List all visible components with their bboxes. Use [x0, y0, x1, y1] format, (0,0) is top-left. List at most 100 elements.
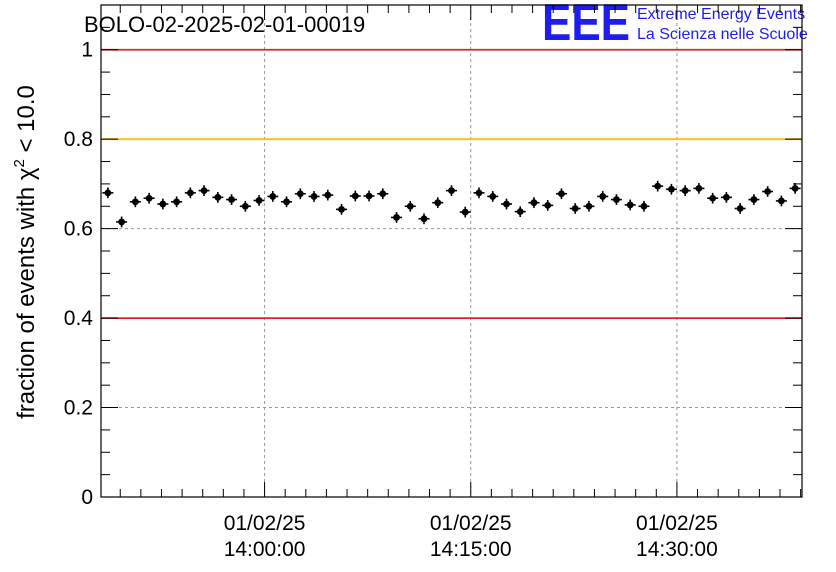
x-tick-label-time: 14:30:00 — [636, 538, 718, 561]
reference-lines — [101, 48, 802, 319]
data-marker — [599, 193, 607, 200]
data-marker — [186, 189, 194, 197]
data-point — [624, 199, 636, 211]
data-marker — [104, 189, 112, 197]
x-tick-label-time: 14:00:00 — [224, 538, 306, 561]
data-marker — [585, 202, 593, 210]
data-marker — [681, 187, 689, 195]
data-marker — [530, 199, 538, 207]
data-point — [693, 183, 705, 194]
data-point — [404, 200, 416, 212]
data-point — [775, 195, 787, 207]
data-point — [528, 197, 540, 209]
data-point — [665, 183, 677, 195]
data-marker — [668, 185, 675, 193]
data-point — [555, 188, 567, 200]
data-point — [638, 200, 650, 212]
data-marker — [200, 187, 208, 195]
data-point — [171, 196, 183, 208]
data-marker — [777, 197, 785, 205]
data-point — [583, 200, 595, 212]
data-marker — [558, 190, 565, 198]
data-point — [226, 194, 238, 205]
data-marker — [351, 192, 359, 200]
data-marker — [241, 202, 249, 210]
data-marker — [379, 190, 387, 198]
data-marker — [709, 194, 717, 202]
data-marker — [255, 197, 263, 204]
data-marker — [324, 191, 332, 199]
data-point — [377, 188, 389, 200]
y-tick-labels: 0 0.2 0.4 0.6 0.8 1 — [64, 39, 94, 509]
x-tick-label-date: 01/02/25 — [224, 512, 306, 535]
data-point — [762, 186, 774, 197]
data-point — [459, 206, 471, 218]
data-marker — [613, 196, 620, 203]
data-marker — [654, 182, 662, 190]
data-point — [143, 192, 155, 204]
y-tick-label: 0.6 — [64, 218, 93, 241]
data-marker — [145, 194, 153, 202]
data-point — [267, 191, 279, 202]
data-point — [116, 216, 128, 228]
data-marker — [393, 214, 400, 221]
data-marker — [791, 184, 799, 192]
data-point — [500, 198, 512, 210]
y-tick-label: 1 — [81, 39, 93, 62]
data-marker — [723, 193, 730, 201]
data-point — [707, 192, 719, 204]
data-marker — [420, 215, 428, 223]
data-marker — [475, 189, 483, 197]
y-axis-label: fraction of events with χ2 < 10.0 — [11, 85, 40, 419]
data-marker — [228, 196, 235, 203]
data-point — [198, 185, 210, 196]
data-marker — [489, 193, 497, 200]
data-point — [748, 194, 760, 205]
data-marker — [214, 193, 222, 201]
data-series — [102, 180, 801, 228]
data-point — [281, 196, 293, 208]
data-point — [487, 191, 499, 202]
data-point — [363, 190, 375, 202]
data-point — [391, 212, 403, 223]
y-tick-label: 0.4 — [64, 307, 94, 330]
data-point — [418, 213, 430, 225]
data-marker — [750, 196, 758, 203]
data-point — [322, 189, 334, 201]
data-marker — [434, 199, 442, 207]
data-marker — [406, 202, 414, 210]
data-marker — [310, 193, 318, 200]
data-point — [789, 183, 801, 194]
x-tick-label-date: 01/02/25 — [430, 512, 512, 535]
data-point — [129, 196, 141, 208]
data-marker — [173, 198, 180, 206]
data-point — [239, 200, 251, 212]
data-marker — [626, 201, 634, 209]
data-marker — [448, 187, 455, 195]
chart-title: BOLO-02-2025-02-01-00019 — [84, 12, 365, 37]
data-marker — [736, 205, 744, 212]
grid — [101, 5, 802, 497]
y-tick-label: 0.2 — [64, 397, 93, 420]
data-marker — [544, 201, 552, 209]
data-marker — [461, 208, 469, 216]
eee-logo: EEE Extreme Energy Events La Scienza nel… — [542, 0, 808, 52]
plot-frame — [100, 4, 803, 498]
data-point — [734, 203, 746, 214]
data-marker — [695, 184, 703, 192]
data-marker — [118, 218, 126, 226]
data-point — [652, 180, 664, 192]
x-tick-label-date: 01/02/25 — [636, 512, 718, 535]
data-point — [157, 198, 169, 210]
data-point — [446, 185, 457, 196]
data-point — [432, 197, 444, 209]
eee-logo-mark: EEE — [542, 0, 630, 52]
data-marker — [338, 206, 345, 213]
data-point — [679, 185, 691, 196]
data-marker — [131, 198, 139, 206]
logo-line-2: La Scienza nelle Scuole — [637, 26, 808, 43]
data-point — [542, 200, 554, 211]
data-marker — [516, 208, 524, 216]
data-point — [473, 187, 485, 199]
